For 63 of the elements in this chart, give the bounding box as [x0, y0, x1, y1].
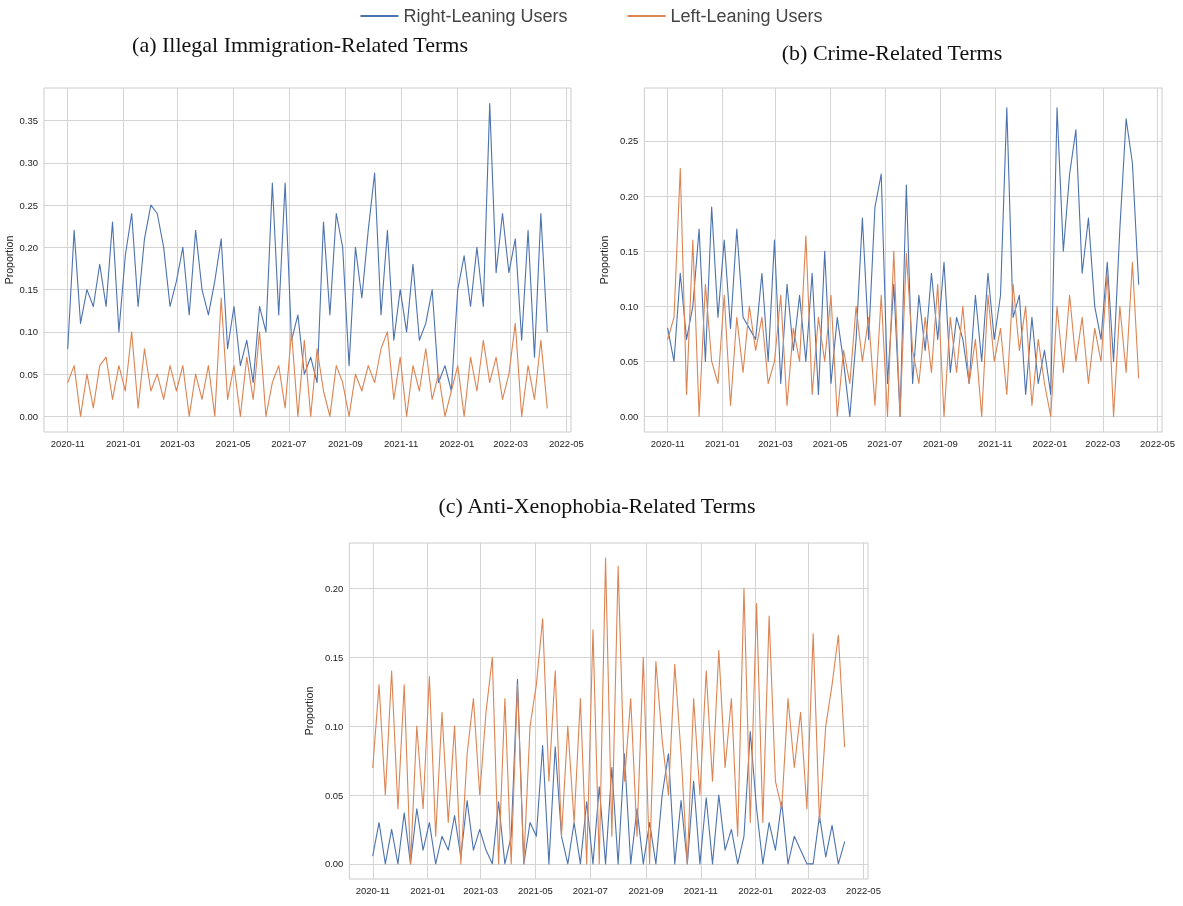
x-tick-label: 2022-05: [846, 884, 881, 896]
x-tick-label: 2020-11: [355, 884, 390, 896]
x-tick-label: 2021-05: [812, 437, 848, 449]
x-tick-label: 2021-01: [705, 437, 740, 449]
x-tick-label: 2022-01: [1032, 437, 1068, 449]
x-tick-label: 2021-07: [867, 437, 903, 449]
legend-label: Left-Leaning Users: [670, 6, 823, 26]
y-tick-label: 0.35: [19, 115, 38, 127]
y-tick-label: 0.05: [19, 368, 38, 380]
y-tick-label: 0.00: [324, 858, 344, 870]
y-tick-label: 0.15: [19, 284, 38, 296]
y-tick-label: 0.20: [619, 190, 639, 202]
x-tick-label: 2020-11: [650, 437, 685, 449]
x-tick-label: 2022-03: [1085, 437, 1121, 449]
x-tick-label: 2022-01: [738, 884, 774, 896]
x-tick-label: 2021-03: [159, 437, 195, 449]
y-axis-title: Proportion: [2, 235, 15, 285]
y-tick-label: 0.00: [19, 410, 38, 422]
x-tick-label: 2021-03: [463, 884, 499, 896]
y-tick-label: 0.10: [619, 300, 639, 312]
x-tick-label: 2021-05: [518, 884, 553, 896]
x-tick-label: 2022-03: [791, 884, 827, 896]
line-series: [667, 107, 1140, 418]
chart-title: (a) Illegal Immigration-Related Terms: [132, 31, 468, 57]
y-tick-label: 0.00: [619, 411, 639, 423]
y-tick-label: 0.20: [19, 241, 38, 253]
line-series: [67, 103, 548, 392]
x-tick-label: 2021-09: [628, 884, 664, 896]
x-tick-label: 2021-03: [757, 437, 793, 449]
y-tick-label: 0.05: [324, 789, 344, 801]
y-tick-label: 0.25: [619, 135, 639, 147]
x-tick-label: 2021-07: [271, 437, 307, 449]
x-tick-label: 2021-11: [683, 884, 718, 896]
y-tick-label: 0.05: [619, 355, 639, 367]
y-tick-label: 0.30: [19, 157, 38, 169]
x-tick-label: 2022-05: [1140, 437, 1175, 449]
y-tick-label: 0.15: [619, 245, 639, 257]
y-tick-label: 0.10: [19, 326, 38, 338]
x-tick-label: 2021-07: [572, 884, 608, 896]
line-series: [667, 167, 1140, 418]
y-tick-label: 0.25: [19, 199, 38, 211]
x-tick-label: 2021-01: [106, 437, 141, 449]
x-tick-label: 2022-01: [439, 437, 475, 449]
chart-title: (c) Anti-Xenophobia-Related Terms: [438, 492, 756, 518]
line-series: [372, 557, 846, 865]
x-tick-label: 2021-11: [384, 437, 419, 449]
y-tick-label: 0.20: [324, 582, 344, 594]
x-tick-label: 2021-05: [215, 437, 251, 449]
x-tick-label: 2021-01: [410, 884, 446, 896]
y-axis-title: Proportion: [302, 686, 315, 736]
y-tick-label: 0.15: [324, 651, 344, 663]
x-tick-label: 2022-03: [493, 437, 529, 449]
x-tick-label: 2020-11: [50, 437, 85, 449]
chart-title: (b) Crime-Related Terms: [781, 39, 1003, 65]
y-axis-title: Proportion: [597, 235, 610, 285]
x-tick-label: 2022-05: [549, 437, 584, 449]
x-tick-label: 2021-09: [922, 437, 958, 449]
x-tick-label: 2021-09: [327, 437, 363, 449]
line-series: [67, 297, 548, 417]
line-series: [372, 678, 846, 865]
x-tick-label: 2021-11: [978, 437, 1013, 449]
y-tick-label: 0.10: [324, 720, 344, 732]
legend-label: Right-Leaning Users: [403, 6, 568, 26]
